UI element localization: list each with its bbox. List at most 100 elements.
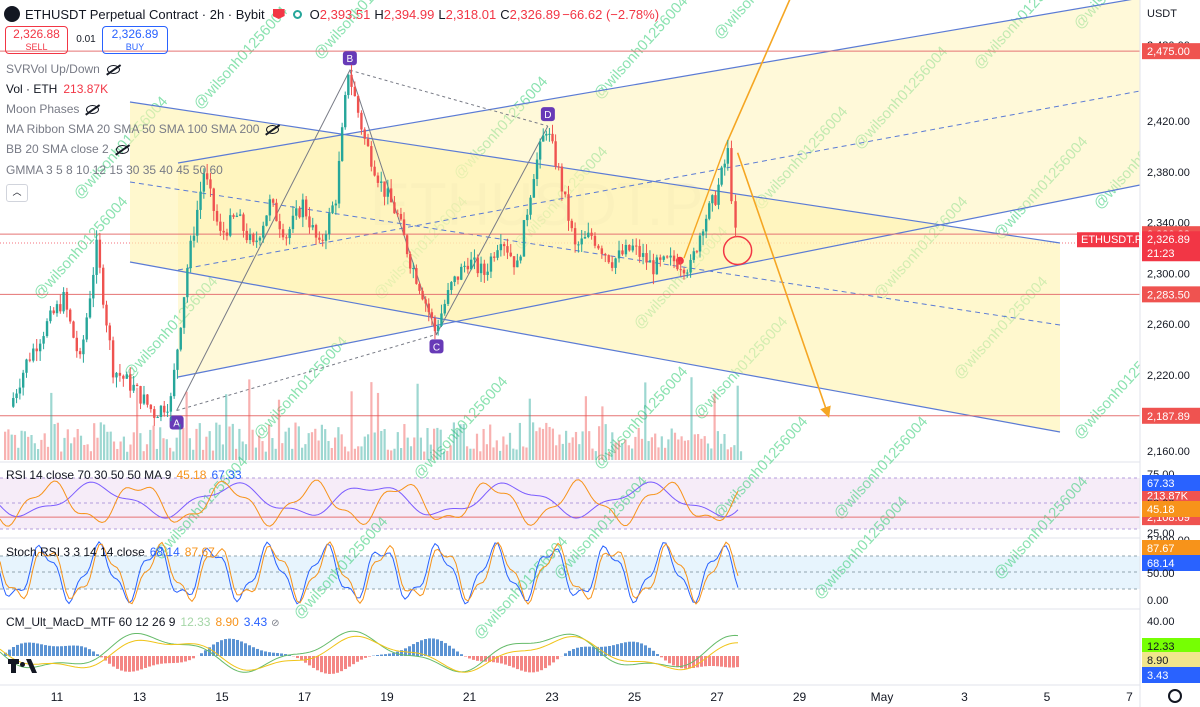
macd-histogram-bar xyxy=(128,656,131,672)
pivot-marker[interactable] xyxy=(429,339,444,354)
candle-body xyxy=(245,230,248,241)
volume-bar xyxy=(736,385,739,460)
macd-histogram-bar xyxy=(200,653,203,656)
candle-body xyxy=(496,250,499,258)
candle-body xyxy=(662,256,665,260)
volume-bar xyxy=(393,448,396,460)
candle-body xyxy=(652,260,655,275)
candle-body xyxy=(376,175,380,183)
macd-histogram-bar xyxy=(228,638,231,656)
candle-body xyxy=(268,199,272,216)
macd-histogram-bar xyxy=(224,639,227,656)
candle-body xyxy=(628,244,631,251)
volume-bar xyxy=(287,427,290,460)
candle-body xyxy=(567,194,570,221)
pivot-marker[interactable] xyxy=(169,415,184,430)
volume-bar xyxy=(281,443,284,460)
candle-body xyxy=(212,188,215,211)
pivot-marker[interactable] xyxy=(540,107,555,122)
indicator-svr[interactable]: SVRVol Up/Down xyxy=(6,62,120,76)
rsi-pane-label[interactable]: RSI 14 close 70 30 50 50 MA 9 45.18 67.33 xyxy=(6,468,242,482)
indicator-volume[interactable]: Vol · ETH 213.87K xyxy=(6,82,108,96)
indicator-svr-label: SVRVol Up/Down xyxy=(6,62,100,76)
candle-body xyxy=(493,256,496,258)
volume-bar xyxy=(535,431,538,460)
macd-histogram-bar xyxy=(256,648,259,656)
candle-body xyxy=(108,325,111,341)
sell-button[interactable]: 2,326.88 SELL xyxy=(5,26,68,54)
volume-bar xyxy=(320,424,323,460)
candle-body xyxy=(717,184,720,205)
volume-bar xyxy=(211,450,215,460)
macd-histogram-bar xyxy=(296,656,299,659)
macd-signal-line xyxy=(0,635,739,673)
price-level-tag[interactable] xyxy=(1142,407,1200,424)
indicator-bb[interactable]: BB 20 SMA close 2 xyxy=(6,142,129,156)
macd-histogram-bar xyxy=(368,656,371,657)
candle-body xyxy=(271,199,275,203)
candle-body xyxy=(509,252,512,257)
time-tick-label: 17 xyxy=(298,690,312,704)
symbol-title[interactable]: ETHUSDT Perpetual Contract · 2h · Bybit xyxy=(25,6,265,22)
volume-bar xyxy=(545,422,548,460)
macd-histogram-bar xyxy=(532,656,535,673)
volume-bar xyxy=(452,422,455,460)
macd-histogram-bar xyxy=(348,656,351,667)
lock-icon[interactable]: ⊘ xyxy=(271,618,280,629)
current-price-tag[interactable] xyxy=(1142,231,1200,262)
volume-bar xyxy=(700,438,703,460)
eye-off-icon[interactable] xyxy=(266,124,280,134)
eye-off-icon[interactable] xyxy=(115,144,129,154)
macd-line xyxy=(0,630,739,673)
volume-bar xyxy=(594,451,597,460)
candle-body xyxy=(153,409,156,418)
time-tick-label: 7 xyxy=(1126,690,1133,704)
candle-body xyxy=(308,216,311,228)
eye-off-icon[interactable] xyxy=(106,64,120,74)
macd-histogram-bar xyxy=(380,654,383,656)
collapse-indicators-button[interactable]: ︿ xyxy=(6,184,28,202)
stoch-pane-label[interactable]: Stoch RSI 3 3 14 14 close 68.14 87.67 xyxy=(6,545,215,559)
candle-body xyxy=(590,232,593,236)
volume-bar xyxy=(63,437,66,460)
volume-bar xyxy=(588,431,591,460)
pivot-marker[interactable] xyxy=(342,51,357,66)
candle-body xyxy=(542,135,545,142)
price-level-tag[interactable] xyxy=(1142,43,1200,60)
volume-bar xyxy=(53,424,56,460)
volume-bar xyxy=(396,432,399,460)
candle-body xyxy=(192,235,196,241)
candle-body xyxy=(631,245,634,251)
indicator-moon[interactable]: Moon Phases xyxy=(6,102,100,116)
change-value: −66.62 (−2.78%) xyxy=(562,6,660,22)
macd-tick-label: 12.33 xyxy=(1147,641,1175,653)
volume-bar xyxy=(723,434,726,460)
price-level-tag[interactable] xyxy=(1142,286,1200,303)
eye-off-icon[interactable] xyxy=(86,104,100,114)
candle-body xyxy=(205,173,209,180)
candle-body xyxy=(692,251,695,260)
macd-histogram-bar xyxy=(460,654,463,656)
macd-pane-label[interactable]: CM_Ult_MacD_MTF 60 12 26 9 12.33 8.90 3.43 ⊘ xyxy=(6,615,280,629)
candle-body xyxy=(75,337,78,352)
volume-bar xyxy=(254,447,257,460)
volume-bar xyxy=(149,429,152,460)
volume-bar xyxy=(726,449,729,460)
tradingview-logo-icon[interactable] xyxy=(8,659,38,675)
volume-bar xyxy=(568,442,571,460)
candle-body xyxy=(182,297,186,328)
bell-icon[interactable] xyxy=(272,9,285,19)
macd-histogram-bar xyxy=(364,656,367,658)
indicator-ma-ribbon[interactable]: MA Ribbon SMA 20 SMA 50 SMA 100 SMA 200 xyxy=(6,122,280,136)
macd-tick-label: 40.00 xyxy=(1147,616,1175,628)
buy-button[interactable]: 2,326.89 BUY xyxy=(102,26,168,54)
indicator-gmma[interactable]: GMMA 3 5 8 10 12 15 30 35 40 45 50 60 xyxy=(6,163,223,177)
macd-histogram-bar xyxy=(412,644,415,656)
candle-body xyxy=(169,396,173,412)
volume-bar xyxy=(27,436,30,460)
candle-body xyxy=(176,349,179,370)
gear-icon[interactable] xyxy=(1168,689,1182,703)
price-tick-label: 2,420.00 xyxy=(1147,116,1190,128)
